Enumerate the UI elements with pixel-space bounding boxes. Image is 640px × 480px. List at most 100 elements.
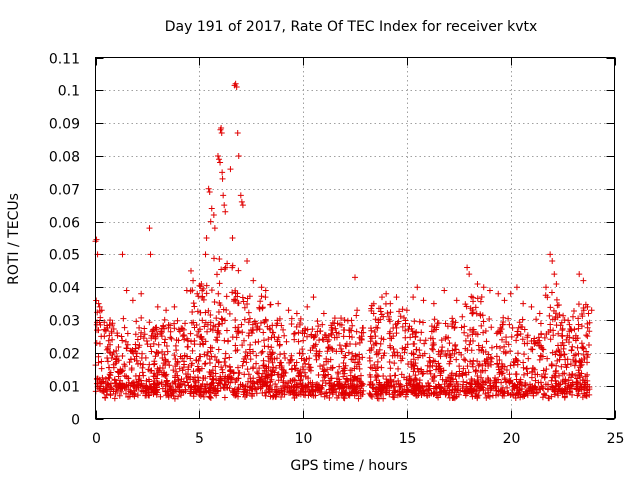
data-marker — [387, 377, 394, 384]
data-marker — [180, 326, 187, 333]
data-marker — [280, 326, 287, 333]
data-marker — [93, 376, 100, 383]
data-marker — [584, 359, 591, 366]
data-marker — [396, 308, 403, 315]
data-marker — [113, 347, 120, 354]
data-marker — [474, 379, 481, 386]
data-marker — [584, 377, 591, 384]
data-marker — [566, 388, 573, 395]
data-marker — [426, 354, 433, 361]
data-marker — [265, 358, 272, 365]
data-point — [119, 251, 126, 258]
data-marker — [424, 386, 431, 393]
data-marker — [551, 316, 558, 323]
data-marker — [383, 383, 390, 390]
data-marker — [235, 384, 242, 391]
data-point — [214, 152, 221, 159]
data-marker — [172, 342, 179, 349]
data-marker — [358, 333, 365, 340]
data-marker — [463, 303, 470, 310]
data-marker — [314, 318, 321, 325]
data-marker — [141, 331, 148, 338]
data-marker — [223, 327, 230, 334]
data-marker — [148, 348, 155, 355]
data-marker — [204, 349, 211, 356]
data-marker — [283, 338, 290, 345]
data-marker — [141, 325, 148, 332]
data-marker — [402, 320, 409, 327]
data-marker — [496, 357, 503, 364]
data-marker — [410, 387, 417, 394]
data-marker — [187, 390, 194, 397]
data-marker — [561, 370, 568, 377]
data-marker — [255, 384, 262, 391]
data-point — [486, 287, 493, 294]
data-marker — [281, 368, 288, 375]
data-point — [480, 284, 487, 291]
data-marker — [486, 316, 493, 323]
data-marker — [137, 333, 144, 340]
data-marker — [344, 376, 351, 383]
data-point — [207, 218, 214, 225]
data-marker — [131, 393, 138, 400]
data-marker — [153, 326, 160, 333]
data-marker — [93, 340, 100, 347]
data-marker — [467, 305, 474, 312]
data-marker — [478, 293, 485, 300]
data-marker — [216, 330, 223, 337]
data-marker — [320, 336, 327, 343]
data-marker — [437, 353, 444, 360]
data-marker — [165, 321, 172, 328]
data-marker — [113, 358, 120, 365]
data-marker — [460, 378, 467, 385]
data-marker — [185, 343, 192, 350]
data-marker — [171, 352, 178, 359]
data-marker — [410, 341, 417, 348]
data-marker — [335, 376, 342, 383]
data-marker — [505, 315, 512, 322]
data-marker — [278, 371, 285, 378]
data-marker — [206, 369, 213, 376]
data-point — [370, 310, 377, 317]
data-marker — [435, 320, 442, 327]
data-marker — [517, 391, 524, 398]
data-marker — [336, 363, 343, 370]
data-marker — [528, 368, 535, 375]
x-tick-label: 25 — [607, 431, 625, 447]
data-marker — [221, 358, 228, 365]
data-marker — [481, 358, 488, 365]
data-marker — [381, 350, 388, 357]
data-marker — [548, 393, 555, 400]
data-marker — [202, 360, 209, 367]
data-marker — [519, 323, 526, 330]
data-marker — [560, 345, 567, 352]
data-point — [441, 287, 448, 294]
data-marker — [454, 387, 461, 394]
data-marker — [175, 393, 182, 400]
data-marker — [503, 367, 510, 374]
data-marker — [232, 297, 239, 304]
data-point — [237, 192, 244, 199]
data-marker — [533, 316, 540, 323]
data-marker — [194, 374, 201, 381]
data-marker — [512, 394, 519, 401]
data-marker — [136, 372, 143, 379]
data-marker — [503, 334, 510, 341]
data-marker — [488, 324, 495, 331]
data-point — [218, 125, 225, 132]
data-marker — [206, 394, 213, 401]
data-point — [183, 287, 190, 294]
data-point — [138, 290, 145, 297]
data-marker — [343, 340, 350, 347]
data-marker — [325, 371, 332, 378]
data-marker — [507, 362, 514, 369]
data-marker — [317, 327, 324, 334]
data-marker — [270, 392, 277, 399]
data-marker — [261, 367, 268, 374]
data-marker — [236, 369, 243, 376]
data-marker — [290, 384, 297, 391]
data-marker — [290, 330, 297, 337]
data-marker — [323, 392, 330, 399]
data-marker — [371, 361, 378, 368]
data-marker — [443, 334, 450, 341]
